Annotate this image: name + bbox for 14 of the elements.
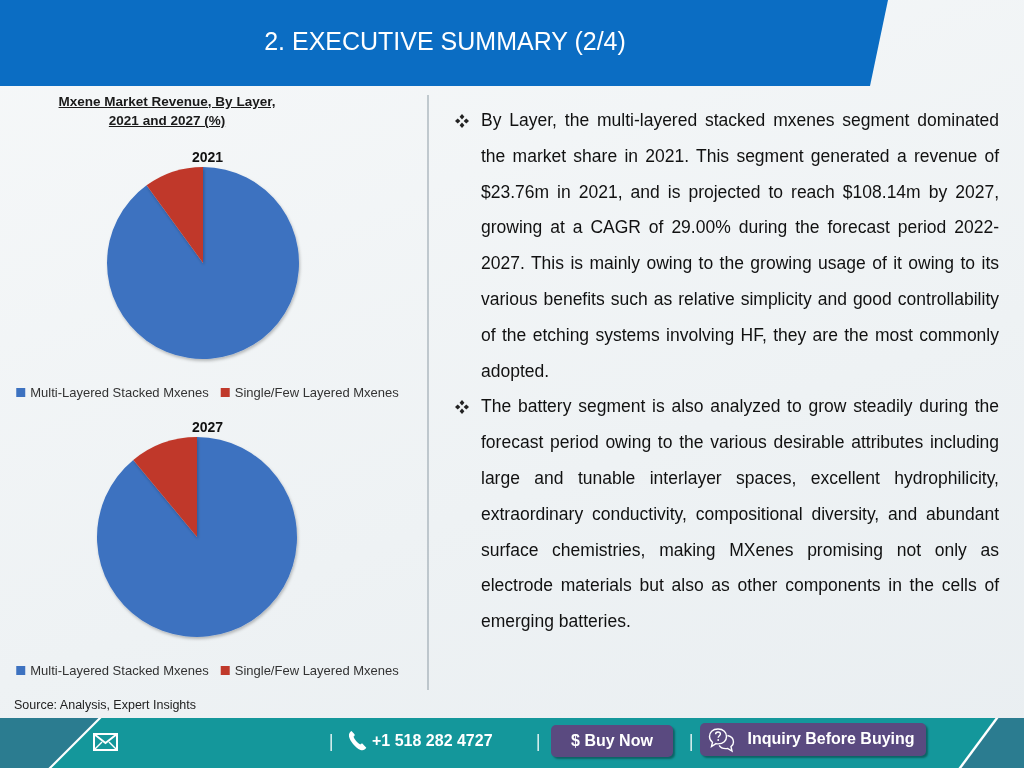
- legend-label: Multi-Layered Stacked Mxenes: [30, 663, 210, 678]
- legend-label: Single/Few Layered Mxenes: [234, 385, 400, 400]
- chart-title: 2027: [191, 419, 224, 435]
- text: By Layer, the multi-layered stacked mxenes segment dominated the market share in 2021. This segment generated a revenue of $23.76m in 2021, and is projected to reach $108.14m by 2027, growing at a CAGR of 29.00% during the forecast period 2022-2027. This is mainly owing to the growing usage of it owing to its various benefits such as relative simplicity and good controllability of the etching systems involving HF, they are the most commonly adopted.: [481, 109, 999, 383]
- legend-label: Multi-Layered Stacked Mxenes: [30, 385, 210, 400]
- legend-label: Single/Few Layered Mxenes: [234, 663, 400, 678]
- source-note: Source: Analysis, Expert Insights: [14, 697, 197, 713]
- text: +1 518 282 4727: [372, 731, 493, 751]
- text: 2. EXECUTIVE SUMMARY (2/4): [263, 26, 627, 57]
- chart-title: Mxene Market Revenue, By Layer, 2021 and 2027 (%): [57, 93, 277, 130]
- chart-subtitle: 2021: [191, 149, 224, 165]
- text: $ Buy Now: [570, 731, 654, 751]
- text: Inquiry Before Buying: [746, 729, 916, 749]
- text: The battery segment is also analyzed to grow steadily during the forecast period owing to the various desirable attributes including large and tunable interlayer spaces, excellent hydrophilicity, extraordinary conductivity, compositional diversity, and abundant surface chemistries, making MXenes promising not only as electrode materials but also as other components in the cells of emerging batteries.: [481, 395, 999, 634]
